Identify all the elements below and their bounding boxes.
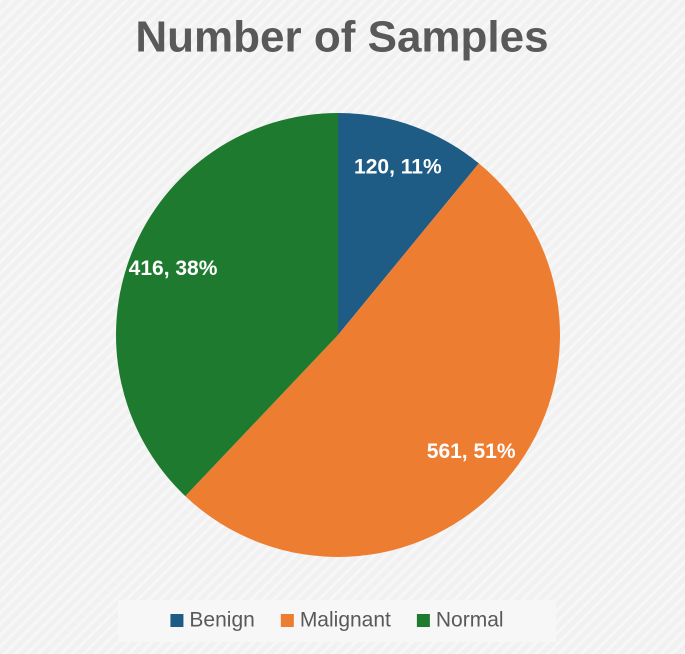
legend-label: Malignant — [300, 609, 391, 632]
legend-box — [118, 600, 556, 642]
legend-swatch — [280, 614, 294, 627]
legend-label: Normal — [436, 609, 504, 632]
legend: Benign Malignant Normal — [170, 609, 504, 632]
chart-title: Number of Samples — [135, 13, 548, 62]
legend-label: Benign — [189, 609, 254, 632]
data-label: 561, 51% — [427, 440, 516, 463]
pie-slice — [338, 113, 479, 335]
legend-swatch — [170, 614, 184, 627]
pie-slice — [115, 113, 339, 497]
data-label: 416, 38% — [129, 257, 218, 280]
pie-slice — [185, 163, 560, 557]
data-label: 120, 11% — [354, 155, 442, 178]
legend-swatch — [416, 614, 430, 627]
